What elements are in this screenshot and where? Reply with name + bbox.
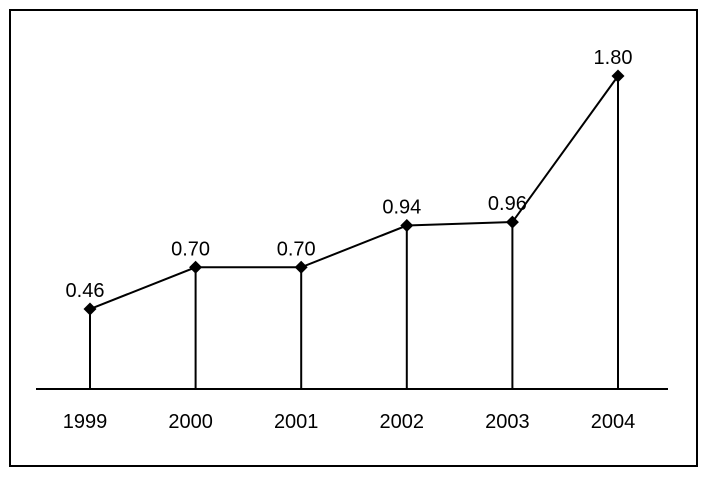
- x-tick-label: 2004: [591, 411, 636, 433]
- chart-frame: [9, 9, 698, 467]
- data-label: 0.70: [277, 238, 316, 260]
- diamond-marker: [611, 69, 625, 83]
- diamond-marker: [189, 260, 203, 274]
- diamond-marker: [83, 302, 97, 316]
- data-labels: 0.46 0.70 0.70 0.94 0.96 1.80: [66, 47, 633, 302]
- series-line: [89, 75, 619, 310]
- drop-lines: [89, 76, 619, 389]
- data-label: 0.46: [66, 280, 105, 302]
- data-label: 0.94: [382, 197, 421, 219]
- x-tick-label: 2003: [485, 411, 530, 433]
- x-tick-labels: 1999 2000 2001 2002 2003 2004: [63, 411, 636, 433]
- diamond-marker: [294, 260, 308, 274]
- data-label: 1.80: [594, 47, 633, 69]
- data-label: 0.70: [171, 238, 210, 260]
- diamond-marker: [505, 215, 519, 229]
- x-tick-label: 2001: [274, 411, 319, 433]
- data-label: 0.96: [488, 193, 527, 215]
- x-tick-label: 2000: [168, 411, 213, 433]
- data-markers: [83, 69, 625, 316]
- x-tick-label: 1999: [63, 411, 108, 433]
- diamond-marker: [400, 219, 414, 233]
- x-tick-label: 2002: [380, 411, 425, 433]
